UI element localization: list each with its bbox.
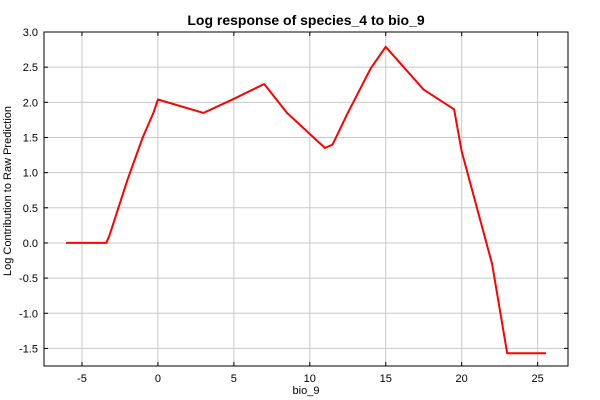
x-tick-label: 0 (155, 373, 161, 385)
axis-ticks: -5 0 5 10 15 20 25 -1.5 -1.0 -0.5 0.0 0.5 1.0 1.5 2.0 2… (19, 27, 568, 385)
x-tick-label: 25 (531, 373, 543, 385)
y-tick-label: 0.5 (23, 203, 38, 215)
x-tick-label: 20 (456, 373, 468, 385)
y-tick-label: -1.5 (19, 343, 38, 355)
grid-lines (44, 31, 568, 366)
plot-frame (43, 31, 569, 367)
series-layer (65, 45, 547, 355)
series-line (65, 45, 547, 355)
chart-title: Log response of species_4 to bio_9 (187, 12, 425, 28)
y-tick-label: 2.0 (23, 97, 38, 109)
y-tick-label: -0.5 (19, 273, 38, 285)
y-tick-label: -1.0 (19, 308, 38, 320)
x-tick-label: 5 (231, 373, 237, 385)
x-tick-label: -5 (77, 373, 87, 385)
y-axis-label: Log Contribution to Raw Prediction (2, 106, 14, 276)
x-axis-label: bio_9 (293, 385, 320, 397)
y-tick-label: 3.0 (23, 27, 38, 39)
x-tick-label: 15 (380, 373, 392, 385)
y-tick-label: 0.0 (23, 238, 38, 250)
y-tick-label: 1.5 (23, 132, 38, 144)
x-tick-label: 10 (304, 373, 316, 385)
y-tick-label: 1.0 (23, 168, 38, 180)
y-tick-label: 2.5 (23, 62, 38, 74)
